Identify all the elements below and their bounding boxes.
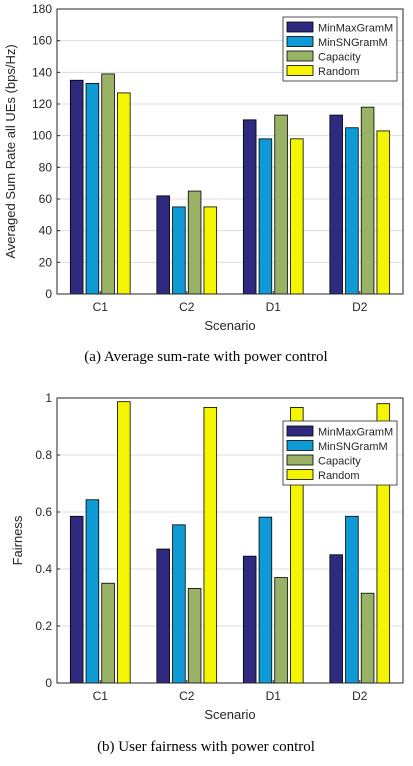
legend-label-minsngramm: MinSNGramM bbox=[318, 441, 388, 453]
legend-label-minsngramm: MinSNGramM bbox=[318, 37, 388, 49]
x-tick-label-d2: D2 bbox=[352, 300, 368, 314]
bar-capacity-c2 bbox=[187, 190, 202, 295]
bar-random-d2 bbox=[376, 130, 391, 295]
bar-minsngramm-d1 bbox=[258, 516, 273, 684]
y-tick-label: 0.6 bbox=[35, 505, 52, 519]
bar-random-c2 bbox=[203, 206, 218, 295]
legend-swatch-minsngramm bbox=[286, 36, 314, 47]
y-tick-label: 0 bbox=[45, 676, 52, 690]
x-tick-label-d1: D1 bbox=[266, 300, 282, 314]
chart-a-legend: MinMaxGramM MinSNGramM Capacity Random bbox=[282, 16, 398, 82]
bar-minmaxgramm-d2 bbox=[329, 554, 343, 684]
chart-b-axes-frame bbox=[56, 397, 404, 684]
y-tick-label: 160 bbox=[32, 34, 52, 48]
chart-b-y-ticks: 0 0.2 0.4 0.6 0.8 1 bbox=[35, 391, 60, 690]
y-tick-label: 40 bbox=[39, 224, 53, 238]
bar-minsngramm-c2 bbox=[172, 524, 186, 684]
bar-minmaxgramm-d1 bbox=[242, 119, 257, 295]
bar-capacity-d1 bbox=[274, 577, 288, 684]
bar-minsngramm-c1 bbox=[85, 83, 100, 295]
bar-random-c1 bbox=[117, 401, 131, 684]
y-tick-label: 80 bbox=[39, 160, 53, 174]
bar-minsngramm-d2 bbox=[345, 515, 359, 684]
bar-random-c2 bbox=[203, 407, 218, 684]
bar-minmaxgramm-d2 bbox=[329, 114, 343, 295]
chart-a-y-ticks: 0 20 40 60 80 100 120 140 160 180 bbox=[32, 2, 60, 301]
legend-label-minmaxgramm: MinMaxGramM bbox=[318, 427, 393, 439]
chart-sum-rate: 0 20 40 60 80 100 120 140 160 180 C1 C2 D1 D2 Averag… bbox=[3, 2, 404, 365]
bar-minsngramm-c1 bbox=[85, 499, 100, 684]
legend-swatch-capacity bbox=[286, 454, 314, 466]
chart-a-x-ticks: C1 C2 D1 D2 bbox=[93, 291, 368, 314]
bar-minsngramm-d1 bbox=[258, 138, 273, 295]
y-tick-label: 180 bbox=[32, 2, 52, 16]
legend-swatch-minmaxgramm bbox=[286, 425, 314, 437]
chart-b-caption: (b) User fairness with power control bbox=[97, 739, 315, 755]
bar-minsngramm-d2 bbox=[345, 127, 359, 295]
chart-b-legend: MinMaxGramM MinSNGramM Capacity Random bbox=[282, 420, 398, 486]
x-tick-label-c2: C2 bbox=[179, 300, 195, 314]
chart-fairness: 0 0.2 0.4 0.6 0.8 1 C1 C2 D1 D2 Fairness Scenari… bbox=[10, 391, 404, 755]
bar-capacity-d1 bbox=[274, 114, 288, 295]
chart-b-y-axis-label: Fairness bbox=[10, 515, 25, 565]
y-tick-label: 120 bbox=[32, 97, 52, 111]
legend-label-capacity: Capacity bbox=[318, 456, 361, 468]
legend-label-random: Random bbox=[318, 66, 360, 78]
bar-capacity-d2 bbox=[360, 106, 375, 295]
chart-a-y-axis-label: Averaged Sum Rate all UEs (bps/Hz) bbox=[3, 44, 18, 258]
bar-capacity-c2 bbox=[187, 587, 202, 684]
bar-random-c1 bbox=[117, 92, 131, 295]
chart-a-caption: (a) Average sum-rate with power control bbox=[84, 349, 327, 365]
y-tick-label: 60 bbox=[39, 192, 53, 206]
y-tick-label: 0.4 bbox=[35, 562, 52, 576]
bar-capacity-d2 bbox=[360, 592, 375, 684]
bar-minmaxgramm-c2 bbox=[156, 548, 170, 684]
legend-swatch-random bbox=[286, 65, 314, 76]
legend-swatch-capacity bbox=[286, 50, 314, 62]
y-tick-label: 0 bbox=[45, 287, 52, 301]
chart-a-x-axis-label: Scenario bbox=[204, 318, 255, 333]
y-tick-label: 0.8 bbox=[35, 448, 52, 462]
legend-label-minmaxgramm: MinMaxGramM bbox=[318, 23, 393, 35]
bar-capacity-c1 bbox=[101, 582, 115, 684]
chart-b-x-axis-label: Scenario bbox=[204, 707, 255, 722]
chart-a-axes-frame bbox=[56, 8, 404, 295]
bar-minmaxgramm-c2 bbox=[156, 195, 170, 295]
legend-swatch-minmaxgramm bbox=[286, 21, 314, 33]
x-tick-label-c2: C2 bbox=[179, 689, 195, 703]
bar-minmaxgramm-c1 bbox=[69, 79, 84, 295]
x-tick-label-c1: C1 bbox=[93, 300, 109, 314]
x-tick-label-d2: D2 bbox=[352, 689, 368, 703]
bar-random-d1 bbox=[290, 138, 304, 295]
legend-swatch-minsngramm bbox=[286, 440, 314, 451]
legend-label-capacity: Capacity bbox=[318, 52, 361, 64]
bar-capacity-c1 bbox=[101, 73, 115, 295]
x-tick-label-c1: C1 bbox=[93, 689, 109, 703]
y-tick-label: 100 bbox=[32, 129, 52, 143]
x-tick-label-d1: D1 bbox=[266, 689, 282, 703]
legend-label-random: Random bbox=[318, 470, 360, 482]
chart-b-x-ticks: C1 C2 D1 D2 bbox=[93, 680, 368, 703]
y-tick-label: 1 bbox=[45, 391, 52, 405]
legend-swatch-random bbox=[286, 469, 314, 480]
y-tick-label: 0.2 bbox=[35, 619, 52, 633]
chart-a-bars bbox=[69, 73, 391, 295]
bar-minmaxgramm-c1 bbox=[69, 515, 84, 684]
bar-minmaxgramm-d1 bbox=[242, 555, 257, 684]
y-tick-label: 20 bbox=[39, 255, 53, 269]
bar-minsngramm-c2 bbox=[172, 206, 186, 295]
y-tick-label: 140 bbox=[32, 65, 52, 79]
